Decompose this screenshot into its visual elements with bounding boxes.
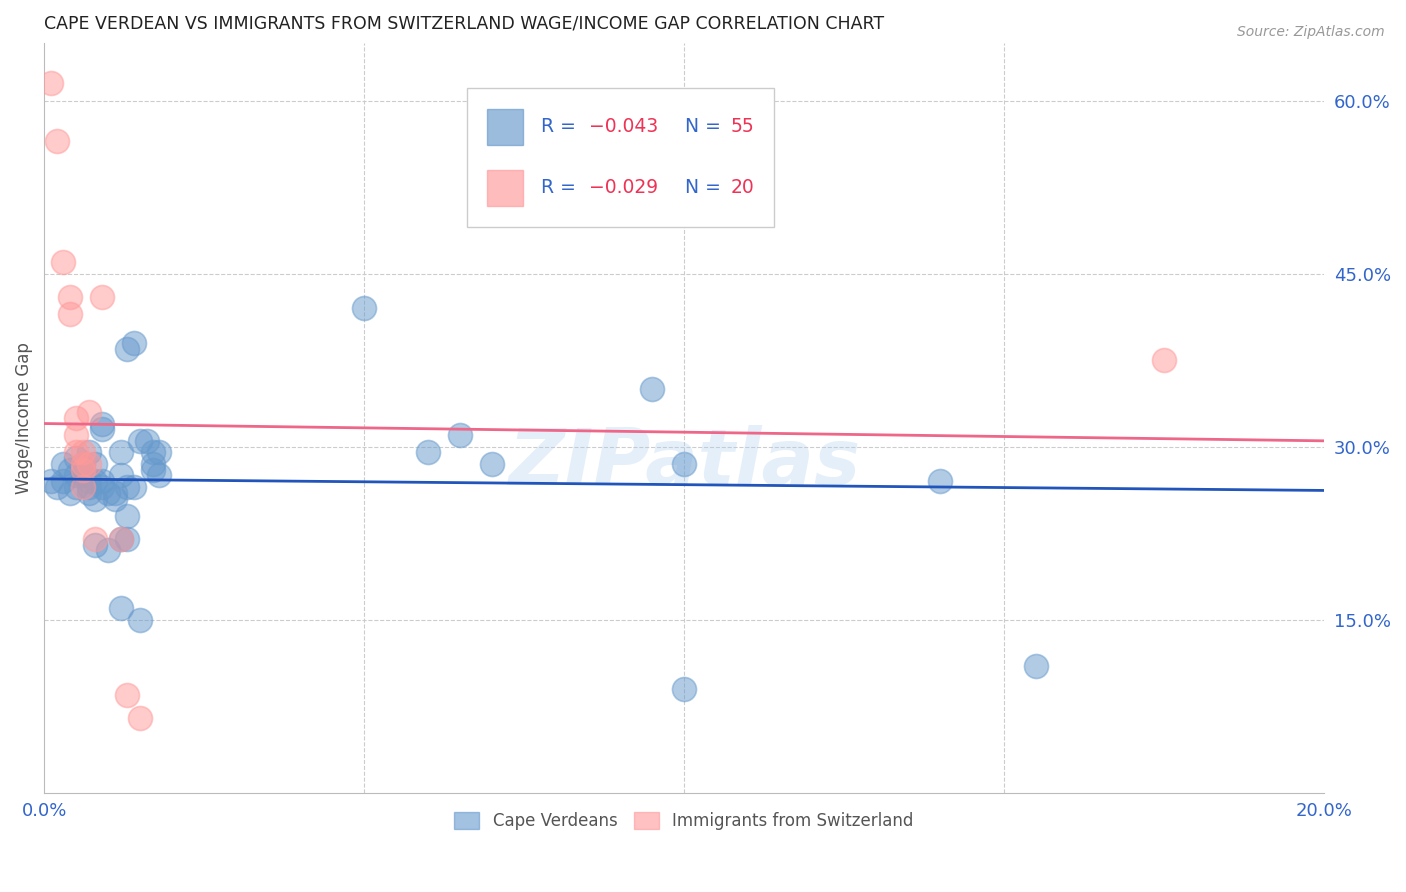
- Point: [45, 480, 67, 494]
- Point: [52, 474, 75, 488]
- Point: [59, 307, 82, 321]
- Point: [52, 457, 75, 471]
- Point: [84, 491, 107, 506]
- Point: [72, 463, 94, 477]
- Point: [59, 290, 82, 304]
- Point: [97, 543, 120, 558]
- Legend: Cape Verdeans, Immigrants from Switzerland: Cape Verdeans, Immigrants from Switzerla…: [447, 805, 921, 837]
- Point: [103, 485, 125, 500]
- Point: [84, 474, 107, 488]
- Point: [72, 463, 94, 477]
- Point: [90, 474, 112, 488]
- Point: [59, 485, 82, 500]
- Text: 55: 55: [730, 117, 754, 136]
- Point: [103, 491, 125, 506]
- Point: [117, 532, 139, 546]
- Point: [135, 434, 157, 448]
- Point: [77, 480, 100, 494]
- Point: [72, 480, 94, 494]
- FancyBboxPatch shape: [486, 109, 523, 145]
- Point: [65, 451, 87, 466]
- Point: [110, 532, 132, 546]
- Point: [148, 445, 170, 459]
- Point: [65, 410, 87, 425]
- Point: [673, 457, 696, 471]
- Point: [117, 688, 139, 702]
- Point: [97, 485, 120, 500]
- Point: [77, 474, 100, 488]
- Point: [117, 342, 139, 356]
- Text: R =: R =: [541, 178, 582, 197]
- Point: [90, 422, 112, 436]
- Point: [72, 445, 94, 459]
- Point: [110, 532, 132, 546]
- Point: [90, 480, 112, 494]
- Point: [90, 417, 112, 431]
- Point: [117, 480, 139, 494]
- FancyBboxPatch shape: [486, 169, 523, 206]
- Point: [84, 457, 107, 471]
- Point: [65, 480, 87, 494]
- Point: [77, 405, 100, 419]
- Text: −0.029: −0.029: [589, 178, 658, 197]
- Point: [110, 445, 132, 459]
- Point: [110, 468, 132, 483]
- FancyBboxPatch shape: [467, 88, 773, 227]
- Point: [481, 457, 503, 471]
- Text: CAPE VERDEAN VS IMMIGRANTS FROM SWITZERLAND WAGE/INCOME GAP CORRELATION CHART: CAPE VERDEAN VS IMMIGRANTS FROM SWITZERL…: [44, 15, 884, 33]
- Point: [39, 76, 62, 90]
- Point: [59, 463, 82, 477]
- Point: [122, 335, 145, 350]
- Point: [129, 434, 152, 448]
- Y-axis label: Wage/Income Gap: Wage/Income Gap: [15, 342, 32, 493]
- Text: R =: R =: [541, 117, 582, 136]
- Point: [39, 474, 62, 488]
- Text: ZIPatlas: ZIPatlas: [508, 425, 860, 500]
- Point: [673, 681, 696, 696]
- Point: [52, 255, 75, 269]
- Text: N =: N =: [672, 117, 727, 136]
- Point: [449, 428, 471, 442]
- Point: [129, 711, 152, 725]
- Point: [65, 428, 87, 442]
- Text: N =: N =: [672, 178, 727, 197]
- Point: [148, 468, 170, 483]
- Point: [84, 532, 107, 546]
- Point: [142, 463, 165, 477]
- Point: [84, 538, 107, 552]
- Point: [110, 601, 132, 615]
- Text: −0.043: −0.043: [589, 117, 658, 136]
- Point: [142, 445, 165, 459]
- Point: [72, 468, 94, 483]
- Point: [129, 613, 152, 627]
- Point: [929, 474, 952, 488]
- Point: [77, 445, 100, 459]
- Point: [1153, 353, 1175, 368]
- Text: Source: ZipAtlas.com: Source: ZipAtlas.com: [1237, 25, 1385, 39]
- Point: [77, 457, 100, 471]
- Point: [142, 457, 165, 471]
- Point: [77, 485, 100, 500]
- Point: [1025, 658, 1047, 673]
- Point: [416, 445, 439, 459]
- Point: [45, 134, 67, 148]
- Point: [117, 508, 139, 523]
- Point: [641, 382, 664, 396]
- Point: [90, 290, 112, 304]
- Point: [65, 445, 87, 459]
- Point: [72, 457, 94, 471]
- Point: [122, 480, 145, 494]
- Point: [353, 301, 375, 316]
- Point: [65, 468, 87, 483]
- Point: [72, 457, 94, 471]
- Text: 20: 20: [730, 178, 754, 197]
